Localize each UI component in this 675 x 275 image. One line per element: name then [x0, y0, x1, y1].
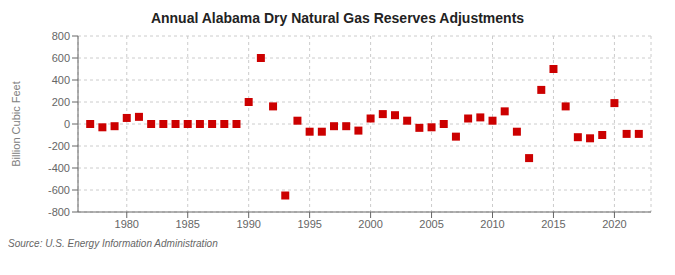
svg-text:2000: 2000	[358, 218, 382, 230]
svg-text:400: 400	[52, 74, 70, 86]
svg-text:1990: 1990	[236, 218, 260, 230]
svg-text:800: 800	[52, 30, 70, 42]
svg-text:-200: -200	[48, 140, 70, 152]
svg-text:2005: 2005	[419, 218, 443, 230]
svg-text:1985: 1985	[175, 218, 199, 230]
svg-text:-600: -600	[48, 184, 70, 196]
svg-text:200: 200	[52, 96, 70, 108]
html-text:Source: U.S. Energy Informatio: Source: U.S. Energy Information Administ…	[8, 238, 218, 249]
svg-text:2010: 2010	[480, 218, 504, 230]
svg-text:1995: 1995	[297, 218, 321, 230]
svg-text:1980: 1980	[115, 218, 139, 230]
svg-text:2015: 2015	[541, 218, 565, 230]
svg-text:-800: -800	[48, 206, 70, 218]
svg-text:0: 0	[64, 118, 70, 130]
svg-text:600: 600	[52, 52, 70, 64]
svg-text:-400: -400	[48, 162, 70, 174]
svg-text:2020: 2020	[602, 218, 626, 230]
svg-text:Billion Cubic Feet: Billion Cubic Feet	[10, 81, 22, 167]
html-text:Annual Alabama Dry Natural Gas: Annual Alabama Dry Natural Gas Reserves …	[150, 10, 525, 26]
